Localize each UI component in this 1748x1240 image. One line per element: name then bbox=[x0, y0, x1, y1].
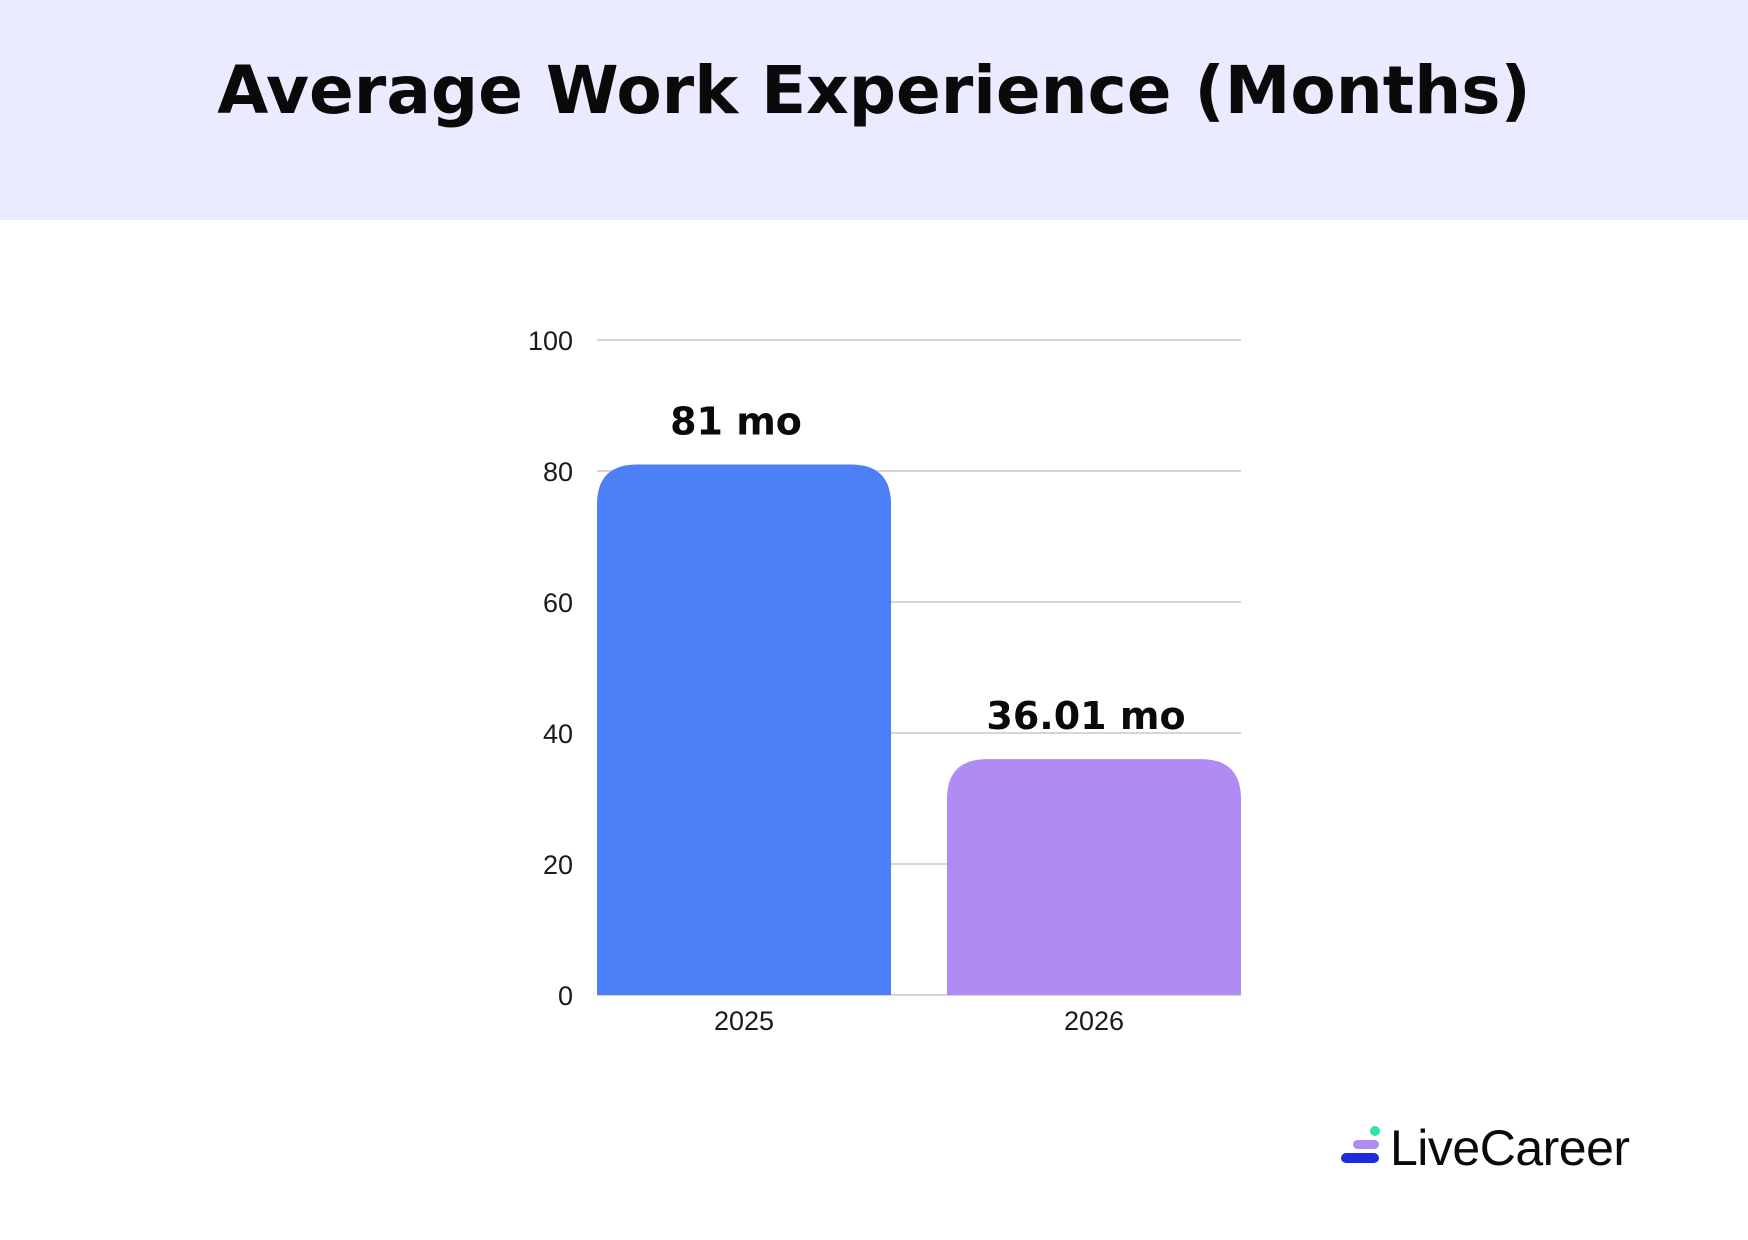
y-tick-label: 60 bbox=[543, 588, 573, 618]
y-tick-label: 0 bbox=[558, 981, 573, 1011]
brand-name: LiveCareer bbox=[1390, 1120, 1630, 1176]
data-label-2026: 36.01 mo bbox=[986, 694, 1185, 738]
x-axis-ticks: 2025 2026 bbox=[714, 1006, 1124, 1036]
x-tick-label-2025: 2025 bbox=[714, 1006, 774, 1036]
y-tick-label: 20 bbox=[543, 850, 573, 880]
y-tick-label: 100 bbox=[528, 326, 573, 356]
x-tick-label-2026: 2026 bbox=[1064, 1006, 1124, 1036]
data-label-2025: 81 mo bbox=[670, 399, 802, 443]
y-tick-label: 40 bbox=[543, 719, 573, 749]
y-axis-ticks: 0 20 40 60 80 100 bbox=[528, 326, 573, 1011]
bars bbox=[597, 464, 1241, 995]
livecareer-logo-icon bbox=[1341, 1126, 1380, 1163]
chart-title: Average Work Experience (Months) bbox=[217, 52, 1531, 129]
data-labels: 81 mo 36.01 mo bbox=[670, 399, 1185, 738]
bar-2026 bbox=[947, 759, 1241, 995]
y-tick-label: 80 bbox=[543, 457, 573, 487]
livecareer-logo: LiveCareer bbox=[1338, 1116, 1630, 1180]
bar-2025 bbox=[597, 464, 891, 995]
title-band bbox=[0, 0, 1748, 220]
